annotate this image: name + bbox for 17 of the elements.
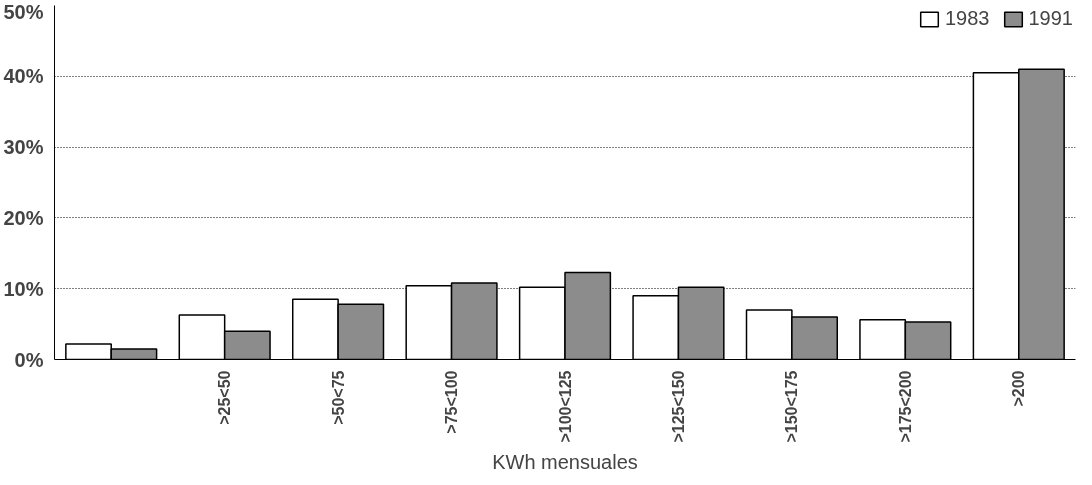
y-tick-label: 50%: [3, 0, 44, 23]
x-tick-label: >25<50: [216, 370, 234, 425]
y-tick-label: 20%: [3, 206, 44, 229]
y-tick-label: 10%: [3, 277, 44, 300]
x-tick-label: >50<75: [329, 370, 347, 425]
x-tick-label: >125<150: [669, 370, 687, 443]
x-tick-label: >150<175: [783, 370, 801, 443]
x-axis-title: KWh mensuales: [492, 450, 638, 473]
legend-label: 1983: [945, 7, 990, 30]
x-tick-label: >75<100: [443, 370, 461, 434]
x-tick-label: >200: [1010, 370, 1028, 407]
y-tick-label: 0%: [14, 348, 44, 371]
y-tick-label: 40%: [3, 65, 44, 88]
x-tick-label: >175<200: [896, 370, 914, 443]
y-tick-label: 30%: [3, 136, 44, 159]
legend-label: 1991: [1028, 7, 1073, 30]
x-tick-label: >100<125: [556, 370, 574, 443]
